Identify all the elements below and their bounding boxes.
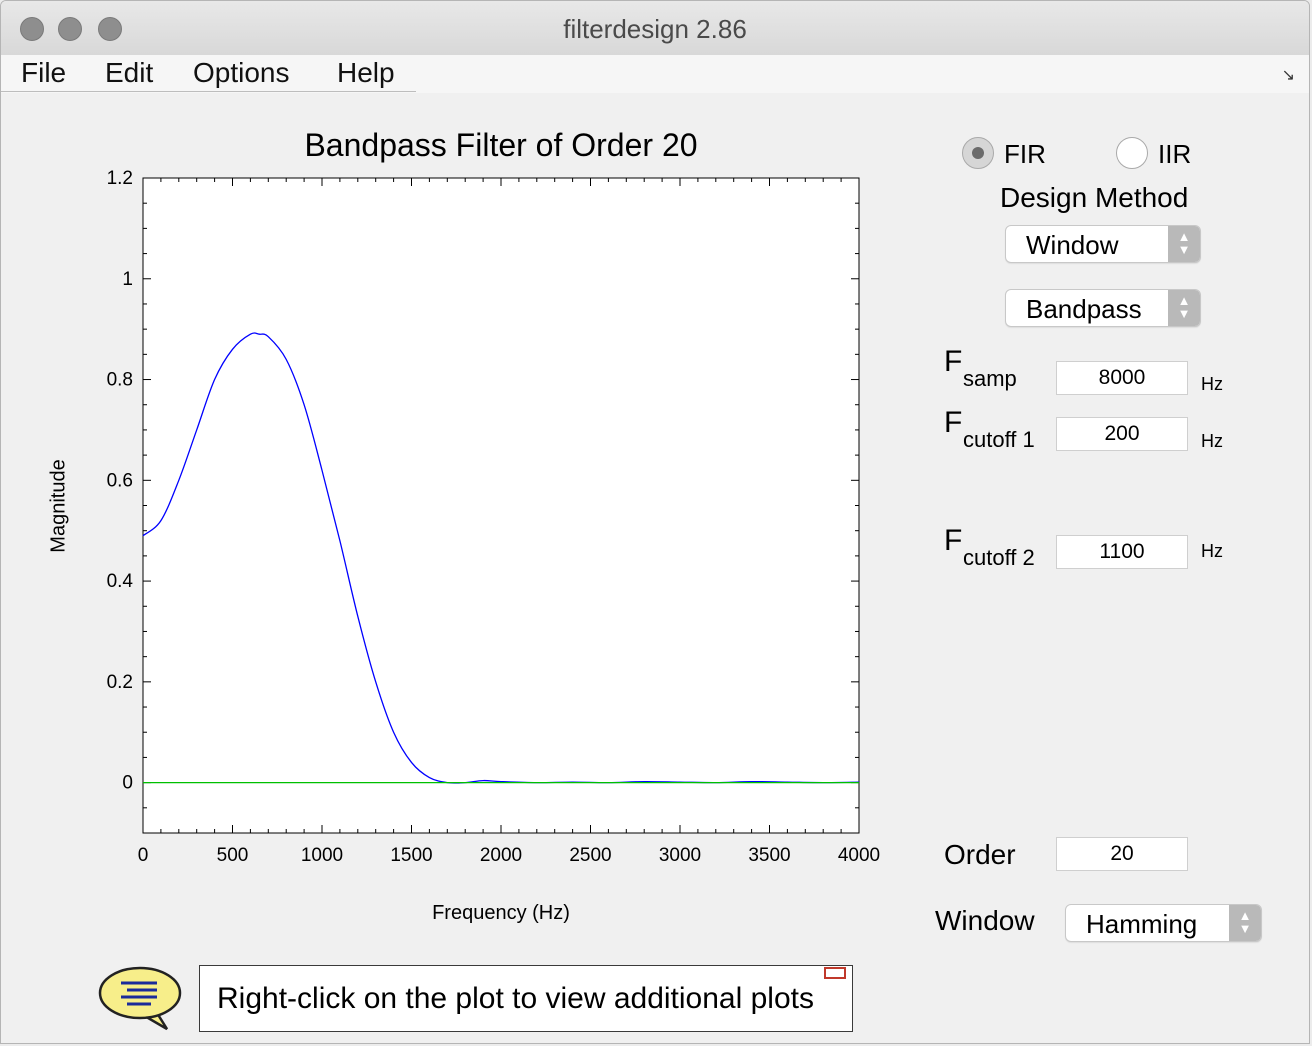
- fsamp-unit: Hz: [1201, 374, 1223, 394]
- radio-fir-label: FIR: [1004, 139, 1046, 169]
- plot-title: Bandpass Filter of Order 20: [304, 127, 698, 163]
- fcutoff1-label-main: F: [944, 406, 963, 439]
- help-message-box: Right-click on the plot to view addition…: [199, 965, 853, 1032]
- band-type-value: Bandpass: [1026, 294, 1142, 324]
- zoom-window-button[interactable]: [98, 17, 122, 41]
- title-bar: filterdesign 2.86: [1, 1, 1309, 56]
- design-method-select[interactable]: Window ▲ ▼: [1005, 225, 1201, 263]
- x-tick-label: 2000: [480, 845, 522, 866]
- x-tick-label: 1000: [301, 845, 343, 866]
- window-type-select[interactable]: Hamming ▲ ▼: [1065, 904, 1262, 942]
- radio-iir[interactable]: [1116, 137, 1148, 169]
- window-title: filterdesign 2.86: [563, 14, 747, 44]
- window-label: Window: [935, 905, 1035, 936]
- fsamp-label-main: F: [944, 345, 963, 378]
- help-message-text: Right-click on the plot to view addition…: [217, 982, 814, 1015]
- fsamp-input[interactable]: [1056, 361, 1188, 395]
- x-tick-label: 4000: [838, 845, 880, 866]
- fcutoff2-input[interactable]: [1056, 535, 1188, 569]
- radio-selected-dot: [972, 147, 984, 159]
- y-tick-label: 1.2: [107, 168, 133, 189]
- x-axis-label: Frequency (Hz): [432, 902, 570, 924]
- x-tick-label: 3500: [748, 845, 790, 866]
- fcutoff1-input[interactable]: [1056, 417, 1188, 451]
- y-tick-label: 0.8: [107, 370, 133, 391]
- resize-arrow-icon[interactable]: ↘: [1281, 67, 1295, 84]
- x-tick-label: 2500: [569, 845, 611, 866]
- menu-help[interactable]: Help: [337, 57, 395, 88]
- menu-edit[interactable]: Edit: [105, 57, 154, 88]
- menu-options[interactable]: Options: [193, 57, 290, 88]
- select-arrows-icon: ▲ ▼: [1168, 226, 1200, 262]
- y-tick-label: 0: [122, 773, 133, 794]
- x-tick-label: 3000: [659, 845, 701, 866]
- magnitude-plot[interactable]: 0 500 1000 1500 2000 2500 3000 3500 4000 0 0.2 0.4 0…: [1, 1, 901, 901]
- help-close-icon[interactable]: [824, 967, 846, 979]
- radio-fir[interactable]: [962, 137, 994, 169]
- menu-bar: File Edit Options Help ↘: [1, 55, 1309, 93]
- close-window-button[interactable]: [20, 17, 44, 41]
- design-method-label: Design Method: [1000, 182, 1189, 213]
- select-arrows-icon: ▲ ▼: [1229, 905, 1261, 941]
- window-type-value: Hamming: [1086, 909, 1198, 939]
- minimize-window-button[interactable]: [58, 17, 82, 41]
- fcutoff1-label-sub: cutoff 1: [963, 427, 1035, 452]
- fcutoff2-unit: Hz: [1201, 541, 1223, 561]
- fsamp-label-sub: samp: [963, 366, 1017, 391]
- fcutoff2-label-sub: cutoff 2: [963, 545, 1035, 570]
- x-tick-label: 0: [138, 845, 149, 866]
- band-type-select[interactable]: Bandpass ▲ ▼: [1005, 289, 1201, 327]
- y-tick-label: 0.6: [107, 470, 133, 491]
- speech-bubble-icon: [98, 966, 182, 1031]
- fcutoff1-unit: Hz: [1201, 431, 1223, 451]
- menu-file[interactable]: File: [21, 57, 67, 88]
- order-input[interactable]: [1056, 837, 1188, 871]
- y-tick-label: 0.4: [107, 571, 134, 592]
- select-arrows-icon: ▲ ▼: [1168, 290, 1200, 326]
- x-tick-label: 1500: [390, 845, 432, 866]
- fcutoff2-label-main: F: [944, 524, 963, 557]
- x-tick-label: 500: [217, 845, 249, 866]
- menu-divider: [1, 91, 416, 92]
- radio-iir-label: IIR: [1158, 139, 1192, 169]
- y-tick-label: 0.2: [107, 672, 133, 693]
- plot-axes-box: [142, 177, 860, 834]
- order-label: Order: [944, 839, 1016, 870]
- y-tick-label: 1: [122, 269, 133, 290]
- design-method-value: Window: [1026, 230, 1119, 260]
